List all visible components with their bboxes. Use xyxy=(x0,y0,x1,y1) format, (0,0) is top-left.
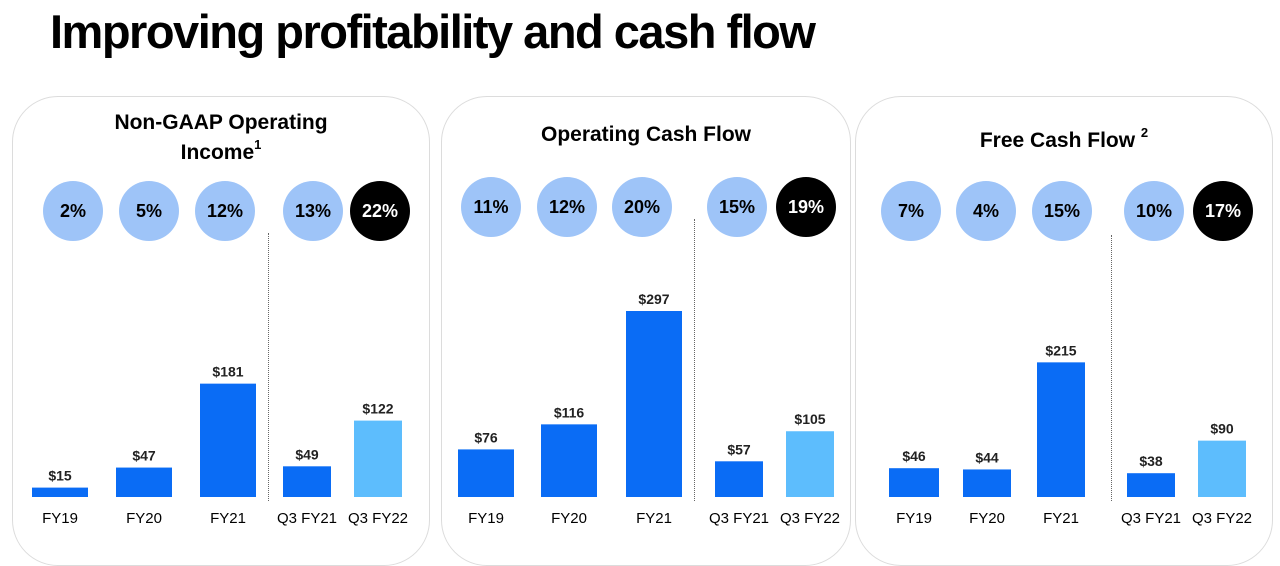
bar xyxy=(626,311,682,497)
bar-value-label: $181 xyxy=(212,364,243,380)
margin-circle: 4% xyxy=(956,181,1016,241)
bar xyxy=(1127,473,1175,497)
bar xyxy=(116,467,172,497)
bar xyxy=(963,469,1011,497)
panel-title: Operating Cash Flow xyxy=(442,123,850,147)
bar-value-label: $105 xyxy=(794,411,825,427)
bar-value-label: $15 xyxy=(48,468,72,484)
panel-title: Free Cash Flow 2 xyxy=(856,123,1272,153)
x-tick-label: Q3 FY21 xyxy=(708,510,770,527)
margin-circle: 20% xyxy=(612,177,672,237)
x-tick-label: FY21 xyxy=(210,510,246,527)
x-tick-label: FY19 xyxy=(896,510,932,527)
x-tick-label: FY19 xyxy=(42,510,78,527)
x-tick-label: FY20 xyxy=(969,510,1005,527)
period-divider xyxy=(694,219,695,501)
bar xyxy=(715,461,763,497)
x-tick-label: FY20 xyxy=(551,510,587,527)
bar-value-label: $57 xyxy=(727,441,751,457)
margin-circle: 5% xyxy=(119,181,179,241)
margin-circle: 7% xyxy=(881,181,941,241)
panel-title: Non-GAAP Operating Income1 xyxy=(13,111,429,165)
margin-circle: 2% xyxy=(43,181,103,241)
margin-circle: 10% xyxy=(1124,181,1184,241)
panel-title-line2: Income xyxy=(180,141,255,164)
bar-value-label: $38 xyxy=(1139,453,1163,469)
bar-value-label: $122 xyxy=(362,401,393,417)
bar xyxy=(458,449,514,497)
panel-title-line1: Non-GAAP Operating xyxy=(114,111,328,134)
bar xyxy=(1198,440,1246,497)
margin-circle: 12% xyxy=(537,177,597,237)
x-tick-label: FY19 xyxy=(468,510,504,527)
margin-circle: 11% xyxy=(461,177,521,237)
page-title: Improving profitability and cash flow xyxy=(50,5,816,58)
bar xyxy=(200,383,256,497)
x-tick-label: Q3 FY21 xyxy=(276,510,338,527)
x-tick-label: Q3 FY22 xyxy=(1191,510,1253,527)
bar xyxy=(889,468,939,497)
bar xyxy=(1037,362,1085,497)
x-tick-label: FY20 xyxy=(126,510,162,527)
bar xyxy=(541,424,597,497)
bar-value-label: $116 xyxy=(554,404,585,420)
panel-title-line1: Operating Cash Flow xyxy=(540,123,752,146)
period-divider xyxy=(268,233,269,501)
bar-value-label: $46 xyxy=(902,448,926,464)
x-tick-label: FY21 xyxy=(1043,510,1079,527)
margin-circle: 12% xyxy=(195,181,255,241)
bar-value-label: $297 xyxy=(638,291,669,307)
x-tick-label: Q3 FY22 xyxy=(347,510,409,527)
bar-value-label: $215 xyxy=(1045,342,1076,358)
bar-value-label: $47 xyxy=(132,448,156,464)
bar xyxy=(354,420,402,497)
bar-value-label: $44 xyxy=(975,449,999,465)
x-tick-label: Q3 FY22 xyxy=(779,510,841,527)
margin-circle: 15% xyxy=(707,177,767,237)
margin-circle-highlight: 17% xyxy=(1193,181,1253,241)
footnote-marker: 2 xyxy=(1140,125,1149,140)
margin-circle: 15% xyxy=(1032,181,1092,241)
bar-value-label: $49 xyxy=(295,446,319,462)
bar xyxy=(32,487,88,497)
bar-value-label: $76 xyxy=(474,429,498,445)
x-tick-label: FY21 xyxy=(636,510,672,527)
margin-circle: 13% xyxy=(283,181,343,241)
margin-circle-highlight: 22% xyxy=(350,181,410,241)
footnote-marker: 1 xyxy=(254,137,262,152)
x-tick-label: Q3 FY21 xyxy=(1120,510,1182,527)
period-divider xyxy=(1111,235,1112,501)
bar-value-label: $90 xyxy=(1210,421,1234,437)
bar xyxy=(786,431,834,497)
panel-title-line1: Free Cash Flow xyxy=(979,129,1136,152)
margin-circle-highlight: 19% xyxy=(776,177,836,237)
bar xyxy=(283,466,331,497)
